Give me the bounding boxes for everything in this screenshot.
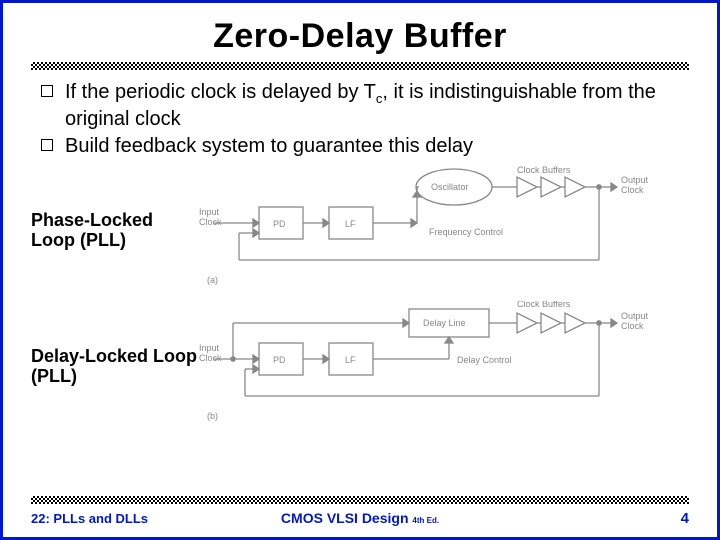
svg-in2: Clock xyxy=(199,353,222,363)
svg-pd2: PD xyxy=(273,355,286,365)
bullet-item: If the periodic clock is delayed by Tc, … xyxy=(41,80,689,132)
footer-line: 22: PLLs and DLLs CMOS VLSI Design 4th E… xyxy=(31,510,689,527)
pll-diagram: Input Clock PD LF Oscillator Frequency C… xyxy=(199,165,689,295)
svg-out1: Output xyxy=(621,175,649,185)
footer: 22: PLLs and DLLs CMOS VLSI Design 4th E… xyxy=(31,496,689,527)
svg-outb2: Clock xyxy=(621,321,644,331)
dll-diagram: Input Clock PD LF Delay Line Delay Contr… xyxy=(199,301,689,431)
svg-out2: Clock xyxy=(621,185,644,195)
pll-row: Phase-Locked Loop (PLL) xyxy=(31,165,689,295)
footer-left: 22: PLLs and DLLs xyxy=(31,511,148,526)
svg-outb1: Output xyxy=(621,311,649,321)
bullet-text: If the periodic clock is delayed by Tc, … xyxy=(65,80,689,132)
svg-sub-a: (a) xyxy=(207,275,218,285)
bullet-item: Build feedback system to guarantee this … xyxy=(41,134,689,159)
svg-in1: Input xyxy=(199,343,220,353)
bullet-box-icon xyxy=(41,139,53,151)
svg-buffers: Clock Buffers xyxy=(517,165,571,175)
slide-title: Zero-Delay Buffer xyxy=(31,17,689,56)
bullet-box-icon xyxy=(41,85,53,97)
bullet-text: Build feedback system to guarantee this … xyxy=(65,134,473,159)
svg-delayctrl: Delay Control xyxy=(457,355,512,365)
svg-input-clock2: Clock xyxy=(199,217,222,227)
svg-buffers2: Clock Buffers xyxy=(517,301,571,309)
divider-top xyxy=(31,62,689,70)
footer-center: CMOS VLSI Design 4th Ed. xyxy=(281,510,439,526)
dll-label: Delay-Locked Loop (PLL) xyxy=(31,346,199,387)
svg-input-clock: Input xyxy=(199,207,220,217)
svg-osc: Oscillator xyxy=(431,182,469,192)
dll-row: Delay-Locked Loop (PLL) xyxy=(31,301,689,431)
svg-sub-b: (b) xyxy=(207,411,218,421)
divider-bottom xyxy=(31,496,689,504)
slide: Zero-Delay Buffer If the periodic clock … xyxy=(0,0,720,540)
bullet-text-part: If the periodic clock is delayed by T xyxy=(65,81,376,103)
footer-page: 4 xyxy=(681,510,689,527)
svg-pd: PD xyxy=(273,219,286,229)
svg-freqctrl: Frequency Control xyxy=(429,227,503,237)
footer-center-main: CMOS VLSI Design xyxy=(281,510,412,526)
pll-label: Phase-Locked Loop (PLL) xyxy=(31,210,199,251)
svg-lf2: LF xyxy=(345,355,356,365)
bullet-list: If the periodic clock is delayed by Tc, … xyxy=(41,80,689,159)
svg-lf: LF xyxy=(345,219,356,229)
svg-delayline: Delay Line xyxy=(423,318,466,328)
footer-center-ed: 4th Ed. xyxy=(412,516,439,525)
diagram-area: Phase-Locked Loop (PLL) xyxy=(31,165,689,431)
